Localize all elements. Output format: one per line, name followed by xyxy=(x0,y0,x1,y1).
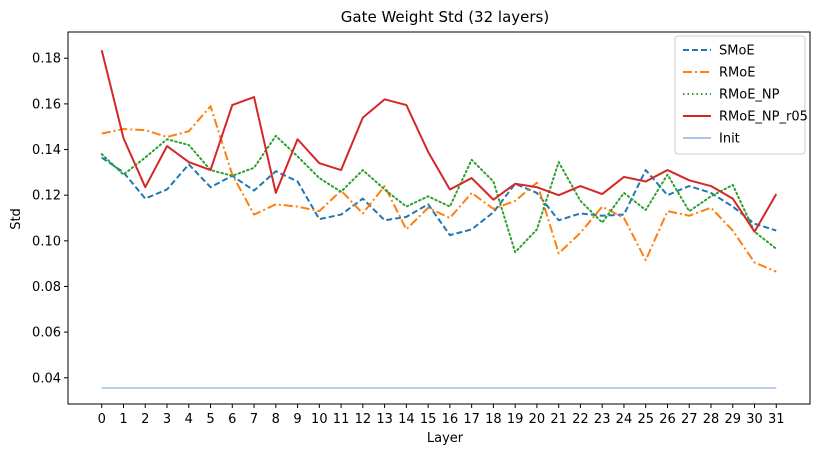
series-line-rmoe-np xyxy=(100,134,778,254)
x-tick-label: 16 xyxy=(442,412,459,427)
plot-frame xyxy=(67,31,811,405)
series-line-rmoe-np-r05 xyxy=(100,50,778,233)
x-tick-label: 3 xyxy=(163,412,171,427)
x-tick-label: 20 xyxy=(529,412,546,427)
x-tick-label: 1 xyxy=(119,412,127,427)
series-line-rmoe xyxy=(101,105,777,273)
x-tick-label: 4 xyxy=(185,412,193,427)
x-tick-label: 13 xyxy=(376,412,393,427)
x-tick-label: 8 xyxy=(272,412,280,427)
x-tick-label: 31 xyxy=(768,412,785,427)
x-tick-label: 11 xyxy=(333,412,350,427)
x-tick-label: 26 xyxy=(659,412,676,427)
x-tick-label: 17 xyxy=(463,412,480,427)
x-tick-label: 22 xyxy=(572,412,589,427)
y-tick-label: 0.14 xyxy=(32,143,61,158)
x-tick-label: 15 xyxy=(420,412,437,427)
legend-label: SMoE xyxy=(719,44,755,59)
x-tick-label: 30 xyxy=(746,412,763,427)
x-tick-label: 9 xyxy=(293,412,301,427)
y-tick-label: 0.12 xyxy=(32,189,61,204)
y-axis-label: Std xyxy=(9,208,24,230)
x-tick-label: 7 xyxy=(250,412,258,427)
y-tick-label: 0.04 xyxy=(32,371,61,386)
x-tick-label: 29 xyxy=(724,412,741,427)
x-tick-label: 14 xyxy=(398,412,415,427)
y-tick-label: 0.06 xyxy=(32,326,61,341)
x-axis-label: Layer xyxy=(427,431,464,446)
y-tick-label: 0.18 xyxy=(32,52,61,67)
x-tick-label: 2 xyxy=(141,412,149,427)
x-tick-label: 21 xyxy=(550,412,567,427)
series-line-smoe xyxy=(101,156,777,237)
x-tick-label: 0 xyxy=(98,412,106,427)
legend-label: RMoE_NP_r05 xyxy=(719,110,808,125)
plot-area: 0 1 2 3 4 5 6 7 8 9 10 11 12 13 14 15 16 17 18 19 20 21 22 23 24… xyxy=(32,31,811,427)
x-tick-label: 5 xyxy=(206,412,214,427)
chart-title: Gate Weight Std (32 layers) xyxy=(341,8,549,26)
legend-label: RMoE xyxy=(719,66,755,81)
legend-label: Init xyxy=(719,132,740,147)
x-tick-label: 10 xyxy=(311,412,328,427)
legend-label: RMoE_NP xyxy=(719,88,780,103)
y-tick-label: 0.10 xyxy=(32,234,61,249)
x-tick-label: 25 xyxy=(637,412,654,427)
x-tick-label: 27 xyxy=(681,412,698,427)
x-tick-label: 6 xyxy=(228,412,236,427)
y-tick-label: 0.08 xyxy=(32,280,61,295)
legend-box xyxy=(674,35,806,155)
x-tick-label: 12 xyxy=(355,412,372,427)
x-tick-label: 19 xyxy=(507,412,524,427)
x-tick-label: 18 xyxy=(485,412,502,427)
y-tick-label: 0.16 xyxy=(32,97,61,112)
x-tick-label: 28 xyxy=(703,412,720,427)
x-tick-label: 24 xyxy=(616,412,633,427)
x-tick-label: 23 xyxy=(594,412,611,427)
